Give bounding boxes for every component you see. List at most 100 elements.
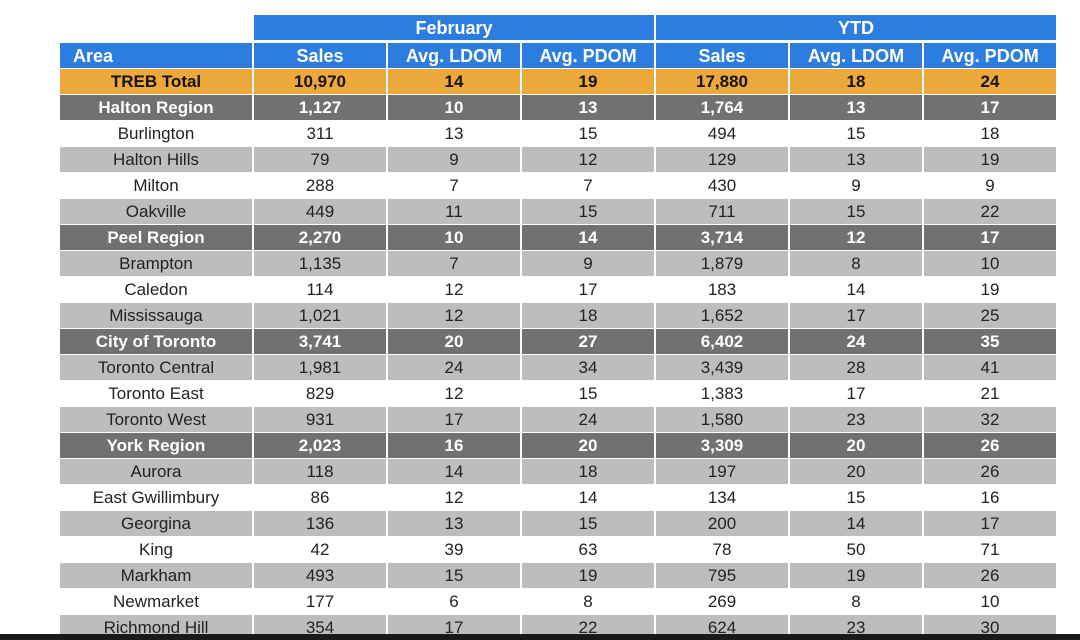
region-row: York Region 2,023 16 20 3,309 20 26 [60,433,1057,459]
area-cell: Burlington [60,121,252,147]
column-header-ytd-avg-ldom: Avg. LDOM [790,41,922,69]
ytd-avg-ldom-cell: 17 [790,303,922,329]
feb-avg-ldom-cell: 24 [388,355,520,381]
ytd-sales-cell: 200 [656,511,788,537]
area-cell: Halton Region [60,95,252,121]
ytd-avg-ldom-cell: 13 [790,95,922,121]
ytd-sales-cell: 197 [656,459,788,485]
feb-avg-ldom-cell: 17 [388,407,520,433]
ytd-avg-pdom-cell: 41 [924,355,1057,381]
area-cell: Mississauga [60,303,252,329]
total-row: TREB Total 10,970 14 19 17,880 18 24 [60,69,1057,95]
column-header-ytd-avg-pdom: Avg. PDOM [924,41,1057,69]
feb-avg-ldom-cell: 11 [388,199,520,225]
feb-avg-pdom-cell: 13 [522,95,654,121]
feb-avg-pdom-cell: 27 [522,329,654,355]
feb-avg-ldom-cell: 12 [388,277,520,303]
ytd-sales-cell: 1,580 [656,407,788,433]
group-header-february: February [254,15,654,41]
column-header-area: Area [60,41,252,69]
feb-avg-pdom-cell: 9 [522,251,654,277]
area-cell: Toronto Central [60,355,252,381]
ytd-avg-pdom-cell: 19 [924,277,1057,303]
region-row: Peel Region 2,270 10 14 3,714 12 17 [60,225,1057,251]
ytd-sales-cell: 1,652 [656,303,788,329]
feb-avg-ldom-cell: 12 [388,381,520,407]
area-cell: King [60,537,252,563]
bottom-bar [0,634,1080,640]
area-cell: TREB Total [60,69,252,95]
feb-avg-pdom-cell: 20 [522,433,654,459]
ytd-avg-ldom-cell: 15 [790,485,922,511]
table-row: Caledon 114 12 17 183 14 19 [60,277,1057,303]
ytd-sales-cell: 129 [656,147,788,173]
feb-avg-ldom-cell: 20 [388,329,520,355]
column-header-feb-sales: Sales [254,41,386,69]
feb-avg-ldom-cell: 12 [388,485,520,511]
feb-avg-pdom-cell: 19 [522,563,654,589]
feb-avg-pdom-cell: 15 [522,381,654,407]
feb-avg-pdom-cell: 15 [522,199,654,225]
feb-avg-pdom-cell: 8 [522,589,654,615]
ytd-sales-cell: 1,383 [656,381,788,407]
ytd-avg-pdom-cell: 10 [924,251,1057,277]
ytd-sales-cell: 1,764 [656,95,788,121]
table-row: Brampton 1,135 7 9 1,879 8 10 [60,251,1057,277]
ytd-avg-ldom-cell: 8 [790,251,922,277]
feb-avg-pdom-cell: 12 [522,147,654,173]
ytd-avg-pdom-cell: 17 [924,225,1057,251]
area-cell: Georgina [60,511,252,537]
ytd-avg-pdom-cell: 25 [924,303,1057,329]
feb-sales-cell: 1,021 [254,303,386,329]
group-header-row: February YTD [60,15,1057,41]
area-cell: Peel Region [60,225,252,251]
feb-avg-ldom-cell: 13 [388,121,520,147]
feb-avg-ldom-cell: 9 [388,147,520,173]
ytd-avg-pdom-cell: 17 [924,511,1057,537]
ytd-avg-ldom-cell: 8 [790,589,922,615]
feb-sales-cell: 86 [254,485,386,511]
column-header-feb-avg-pdom: Avg. PDOM [522,41,654,69]
feb-avg-pdom-cell: 63 [522,537,654,563]
ytd-avg-pdom-cell: 10 [924,589,1057,615]
ytd-avg-ldom-cell: 23 [790,407,922,433]
ytd-avg-pdom-cell: 26 [924,459,1057,485]
feb-avg-pdom-cell: 14 [522,485,654,511]
feb-sales-cell: 931 [254,407,386,433]
feb-avg-pdom-cell: 17 [522,277,654,303]
ytd-avg-ldom-cell: 13 [790,147,922,173]
area-cell: Halton Hills [60,147,252,173]
ytd-sales-cell: 711 [656,199,788,225]
ytd-avg-ldom-cell: 15 [790,121,922,147]
ytd-sales-cell: 134 [656,485,788,511]
table-body: TREB Total 10,970 14 19 17,880 18 24 Halton Reg… [60,69,1057,640]
feb-sales-cell: 829 [254,381,386,407]
feb-avg-ldom-cell: 13 [388,511,520,537]
table-row: Markham 493 15 19 795 19 26 [60,563,1057,589]
ytd-sales-cell: 6,402 [656,329,788,355]
feb-avg-pdom-cell: 18 [522,303,654,329]
table-row: King 42 39 63 78 50 71 [60,537,1057,563]
ytd-avg-ldom-cell: 9 [790,173,922,199]
area-cell: Brampton [60,251,252,277]
feb-sales-cell: 2,270 [254,225,386,251]
feb-avg-pdom-cell: 18 [522,459,654,485]
feb-avg-ldom-cell: 14 [388,69,520,95]
feb-sales-cell: 311 [254,121,386,147]
ytd-avg-pdom-cell: 17 [924,95,1057,121]
table-row: Toronto East 829 12 15 1,383 17 21 [60,381,1057,407]
area-cell: Aurora [60,459,252,485]
feb-avg-pdom-cell: 24 [522,407,654,433]
ytd-sales-cell: 1,879 [656,251,788,277]
table-row: Halton Hills 79 9 12 129 13 19 [60,147,1057,173]
ytd-avg-pdom-cell: 18 [924,121,1057,147]
feb-avg-ldom-cell: 39 [388,537,520,563]
ytd-sales-cell: 78 [656,537,788,563]
table-row: Toronto Central 1,981 24 34 3,439 28 41 [60,355,1057,381]
table-row: Burlington 311 13 15 494 15 18 [60,121,1057,147]
table-row: Toronto West 931 17 24 1,580 23 32 [60,407,1057,433]
ytd-sales-cell: 3,309 [656,433,788,459]
area-cell: Toronto East [60,381,252,407]
column-header-ytd-sales: Sales [656,41,788,69]
